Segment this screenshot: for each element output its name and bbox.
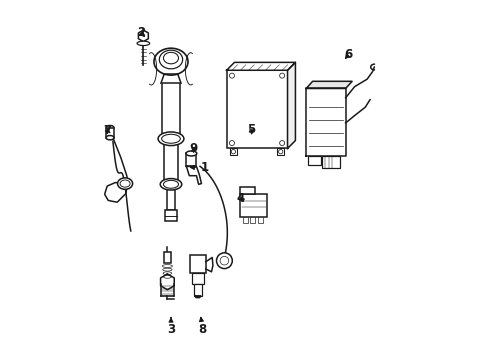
Ellipse shape — [162, 265, 172, 267]
Circle shape — [278, 149, 282, 154]
Bar — [190, 255, 205, 273]
Bar — [193, 284, 202, 296]
Bar — [166, 189, 175, 211]
Ellipse shape — [137, 41, 149, 45]
Bar — [226, 70, 287, 148]
Text: 2: 2 — [137, 27, 145, 40]
Polygon shape — [186, 166, 201, 184]
Ellipse shape — [163, 275, 171, 278]
Bar — [165, 211, 176, 221]
Polygon shape — [205, 257, 212, 272]
Ellipse shape — [117, 178, 132, 189]
Ellipse shape — [158, 132, 183, 145]
Ellipse shape — [154, 48, 187, 75]
Circle shape — [220, 256, 228, 265]
Text: 5: 5 — [247, 123, 255, 136]
Bar — [106, 128, 114, 138]
Polygon shape — [160, 274, 174, 290]
Circle shape — [279, 140, 284, 145]
Bar — [162, 83, 179, 137]
Polygon shape — [138, 30, 148, 41]
Polygon shape — [287, 62, 295, 148]
Circle shape — [229, 140, 234, 145]
Text: 6: 6 — [344, 48, 352, 61]
Ellipse shape — [163, 272, 171, 275]
Bar — [191, 273, 203, 284]
Ellipse shape — [163, 268, 172, 271]
Bar — [277, 148, 284, 155]
Polygon shape — [226, 62, 295, 70]
Text: 9: 9 — [189, 142, 197, 155]
Bar — [185, 153, 196, 166]
Ellipse shape — [185, 151, 196, 156]
Ellipse shape — [160, 179, 182, 190]
Bar — [230, 148, 236, 155]
Ellipse shape — [106, 135, 114, 140]
Polygon shape — [305, 81, 351, 89]
Circle shape — [231, 149, 235, 154]
Bar — [322, 156, 340, 168]
Circle shape — [229, 73, 234, 78]
Circle shape — [216, 253, 232, 269]
Bar — [258, 217, 262, 223]
Bar — [250, 217, 255, 223]
Circle shape — [279, 73, 284, 78]
Ellipse shape — [163, 52, 178, 64]
Polygon shape — [305, 89, 345, 156]
Ellipse shape — [106, 126, 114, 130]
Bar — [240, 186, 254, 194]
Bar — [164, 252, 170, 263]
Text: 4: 4 — [236, 192, 244, 205]
Text: 8: 8 — [198, 318, 206, 336]
Bar — [243, 217, 247, 223]
Bar — [163, 144, 178, 184]
Bar — [307, 156, 320, 165]
Text: 3: 3 — [166, 318, 175, 336]
Text: 7: 7 — [103, 124, 111, 137]
Text: 1: 1 — [190, 161, 209, 174]
Bar — [240, 194, 266, 217]
Ellipse shape — [159, 50, 182, 69]
